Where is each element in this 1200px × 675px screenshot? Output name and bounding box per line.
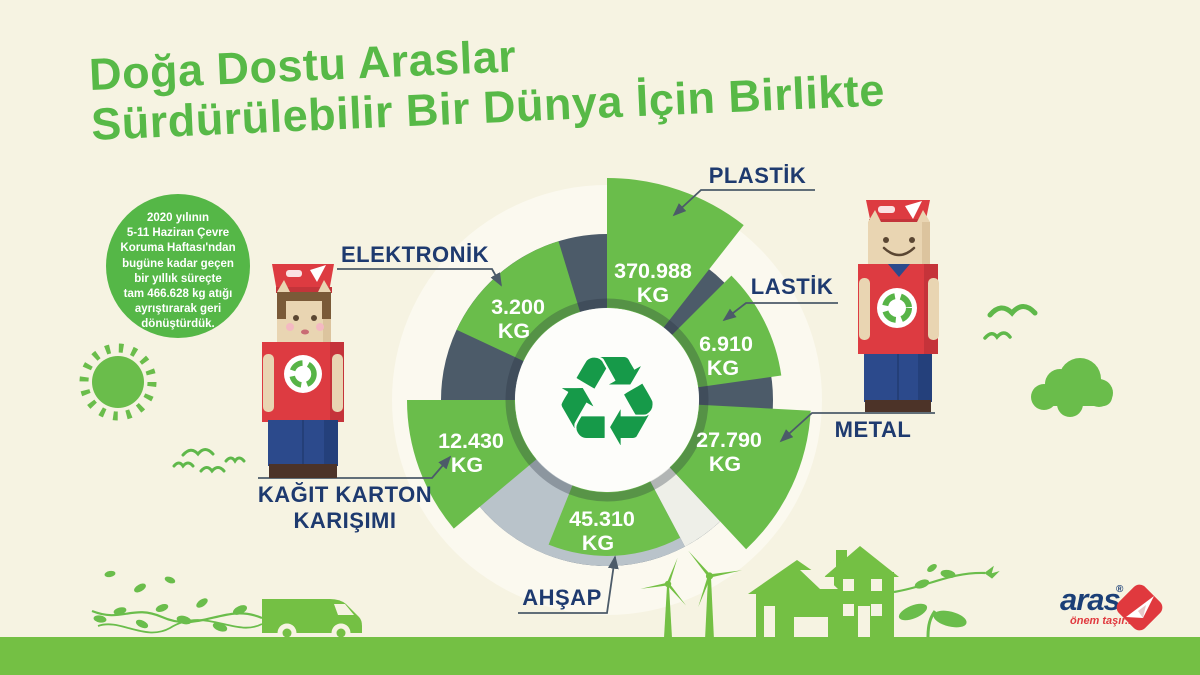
badge-line: tam 466.628 kg atığı [123,287,233,300]
vine-right [893,563,1000,594]
van-icon [262,599,362,643]
total-recycled-badge: 2020 yılının 5-11 Haziran Çevre Koruma H… [106,194,250,338]
aras-tagline: önem taşır... [1070,615,1134,627]
badge-line: 2020 yılının [146,212,209,224]
paper-plane-fold [1138,605,1146,618]
label-connectors [258,189,935,614]
badge-line: bir yıllık süreçte [134,272,222,285]
value-ahsap-unit: KG [582,531,614,555]
connector-lastik [722,302,838,322]
value-kagit-unit: KG [451,453,483,477]
wind-turbine-large-icon [688,550,742,640]
badge-line: bugüne kadar geçen [122,257,234,270]
house-icon [748,546,899,637]
value-ahsap: 45.310 [569,507,635,531]
ground-strip [0,637,1200,675]
segment-label-plastik: PLASTİK [708,163,807,188]
aras-logo: aras ® önem taşır... [1060,582,1163,631]
segment-ahsap-wedge [548,481,681,556]
sun-icon [79,343,157,421]
segment-kagit-wedge [407,400,537,529]
cloud-icon [1031,358,1113,417]
aras-logo-text: aras [1060,582,1121,617]
birds-right-icon [983,304,1038,340]
mascot-right [858,200,939,412]
ring-sector-white [650,467,721,547]
value-metal: 27.790 [696,428,762,452]
donut-chart: ♻ 370.988 KG 6.910 KG 27.790 KG 45.310 K… [392,178,822,615]
value-kagit: 12.430 [438,429,504,453]
value-lastik: 6.910 [699,332,753,356]
value-elektronik-unit: KG [498,319,530,343]
mascot-left [262,264,344,478]
badge-line: 5-11 Haziran Çevre [126,227,230,240]
value-plastik: 370.988 [614,259,692,283]
value-metal-unit: KG [709,452,741,476]
badge-line: ayrıştırarak geri [134,303,222,316]
segment-metal-wedge [669,404,811,550]
segment-elektronik-wedge [456,241,581,362]
segment-label-ahsap: AHŞAP [522,585,602,610]
value-elektronik: 3.200 [491,295,545,319]
landscape [0,546,1200,675]
connector-plastik [672,189,815,217]
connector-metal [779,412,935,443]
value-lastik-unit: KG [707,356,739,380]
segment-label-lastik: LASTİK [750,274,834,299]
hub-shadow [505,298,709,502]
sprout-icon [898,603,967,638]
paper-plane-icon [1126,596,1154,618]
segment-label-elektronik: ELEKTRONİK [341,242,489,267]
segment-label-metal: METAL [834,417,912,442]
birds-left-icon [172,448,246,474]
segment-plastik-wedge [607,178,744,328]
recycling-symbol-icon: ♻ [551,330,663,475]
segment-values: 370.988 KG 6.910 KG 27.790 KG 45.310 KG … [438,259,762,555]
value-plastik-unit: KG [637,283,669,307]
vine-left [91,570,263,634]
connector-ahsap [518,555,619,614]
segment-label-kagit: KAĞIT KARTON KARIŞIMI [257,482,433,534]
badge-line: Koruma Haftası'ndan [120,242,236,255]
connector-elektronik [337,268,502,287]
badge-line: dönüştürdük. [141,318,215,331]
wind-turbine-small-icon [640,557,686,638]
aras-registered-mark: ® [1116,584,1124,595]
hub-circle [515,308,699,492]
